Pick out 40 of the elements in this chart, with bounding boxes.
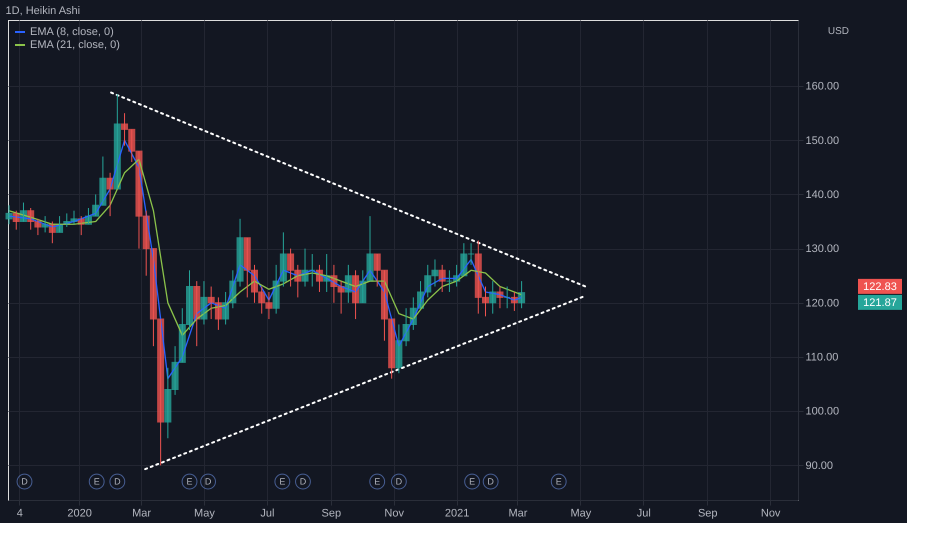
text: 122.83 <box>863 280 897 293</box>
y-tick-label: 150.00 <box>806 134 840 147</box>
annotation: E <box>186 476 193 487</box>
x-tick-label: May <box>194 508 216 520</box>
x-tick-label: Mar <box>508 508 528 520</box>
y-tick-label: 140.00 <box>806 188 840 201</box>
x-tick-label: Sep <box>322 508 342 520</box>
annotation: E <box>374 476 380 487</box>
y-tick-label: 100.00 <box>806 406 840 418</box>
annotation: D <box>300 476 307 487</box>
annotation: D <box>396 476 403 487</box>
y-tick-label: 160.00 <box>806 80 840 93</box>
y-tick-label: 120.00 <box>806 297 840 310</box>
legend-label: EMA (21, close, 0) <box>30 39 120 51</box>
annotation: E <box>94 476 100 487</box>
x-tick-label: Nov <box>760 508 781 520</box>
annotation: D <box>204 476 212 487</box>
annotation: D <box>21 476 28 487</box>
x-tick-label: 2020 <box>67 508 92 520</box>
annotation: D <box>487 476 494 487</box>
chart-title: 1D, Heikin Ashi <box>6 5 80 17</box>
x-tick-label: 2021 <box>444 508 470 520</box>
y-tick-label: 130.00 <box>806 243 840 256</box>
y-tick-label: 110.00 <box>806 351 838 364</box>
x-tick-label: Jul <box>636 508 651 520</box>
x-tick-label: 4 <box>16 508 23 520</box>
x-tick-label: Nov <box>384 508 404 520</box>
text: 121.87 <box>863 296 897 309</box>
x-tick-label: Jul <box>260 508 274 520</box>
annotation: E <box>556 476 562 487</box>
annotation: E <box>279 476 286 487</box>
candlestick <box>504 286 511 309</box>
x-tick-label: Sep <box>698 508 718 520</box>
legend-label: EMA (8, close, 0) <box>30 26 114 38</box>
text: USD <box>828 26 849 37</box>
y-tick-label: 90.00 <box>806 460 834 472</box>
x-tick-label: May <box>570 508 592 520</box>
annotation: D <box>114 476 122 487</box>
x-tick-label: Mar <box>132 508 152 520</box>
annotation: E <box>469 476 476 487</box>
